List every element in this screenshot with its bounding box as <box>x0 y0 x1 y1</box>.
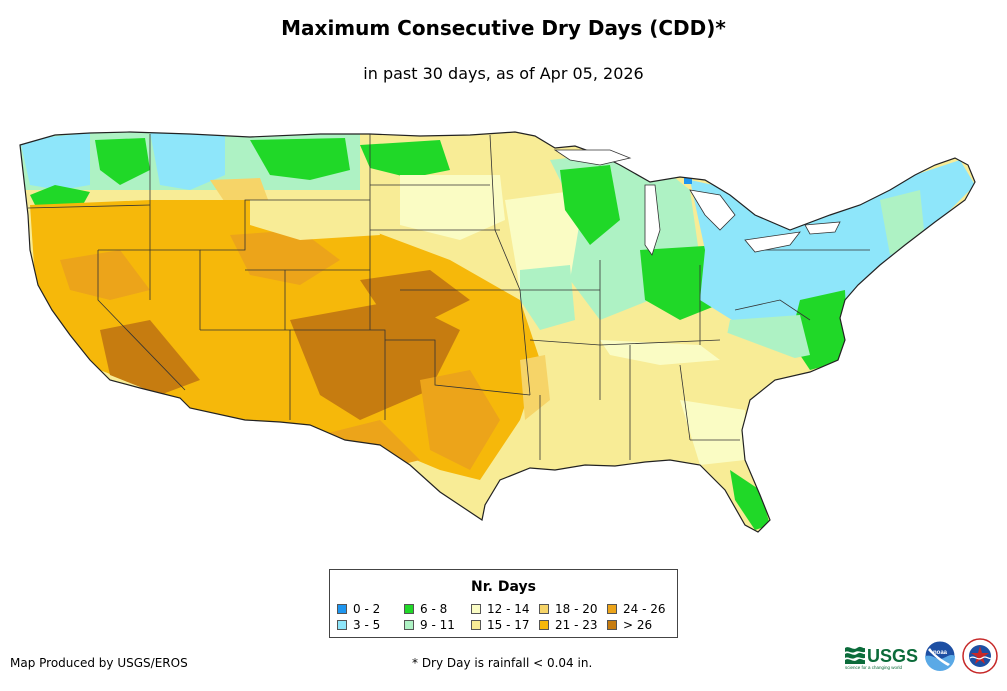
legend-label: 12 - 14 <box>487 602 530 616</box>
legend-swatch <box>607 604 617 614</box>
map-subtitle: in past 30 days, as of Apr 05, 2026 <box>363 64 644 83</box>
legend-item-0-2: 0 - 2 <box>337 602 407 617</box>
legend-swatch <box>539 604 549 614</box>
legend-label: 24 - 26 <box>623 602 666 616</box>
nws-logo <box>962 638 998 674</box>
noaa-logo: noaa <box>924 640 956 672</box>
legend-label: 6 - 8 <box>420 602 448 616</box>
legend-swatch <box>404 604 414 614</box>
state-boundaries <box>27 134 870 460</box>
legend-swatch <box>471 620 481 630</box>
legend-swatch <box>539 620 549 630</box>
svg-text:USGS: USGS <box>867 646 918 666</box>
cdd-map <box>19 131 976 533</box>
legend-item-24-26: 24 - 26 <box>607 602 677 617</box>
legend-swatch <box>337 604 347 614</box>
legend-item-6-8: 6 - 8 <box>404 602 474 617</box>
svg-text:science for a changing world: science for a changing world <box>845 665 903 670</box>
legend-item-15-17: 15 - 17 <box>471 618 541 633</box>
legend-item-9-11: 9 - 11 <box>404 618 474 633</box>
legend-label: 18 - 20 <box>555 602 598 616</box>
legend-swatch <box>607 620 617 630</box>
legend-item-over-26: > 26 <box>607 618 677 633</box>
great-lakes <box>553 149 841 256</box>
svg-text:noaa: noaa <box>933 650 948 656</box>
legend-item-3-5: 3 - 5 <box>337 618 407 633</box>
legend: Nr. Days 0 - 2 3 - 5 6 - 8 9 - 11 12 - 1… <box>329 569 678 638</box>
map-title: Maximum Consecutive Dry Days (CDD)* <box>281 16 726 40</box>
legend-label: 3 - 5 <box>353 618 381 632</box>
legend-label: 9 - 11 <box>420 618 455 632</box>
usgs-logo: USGS science for a changing world <box>845 646 918 670</box>
legend-label: 15 - 17 <box>487 618 530 632</box>
legend-label: 21 - 23 <box>555 618 598 632</box>
legend-label: 0 - 2 <box>353 602 381 616</box>
legend-item-12-14: 12 - 14 <box>471 602 541 617</box>
legend-title: Nr. Days <box>471 579 536 595</box>
legend-swatch <box>471 604 481 614</box>
legend-swatch <box>337 620 347 630</box>
legend-label: > 26 <box>623 618 653 632</box>
legend-item-21-23: 21 - 23 <box>539 618 609 633</box>
country-outline <box>19 131 976 533</box>
legend-swatch <box>404 620 414 630</box>
cdd-fill-layer <box>20 132 975 532</box>
legend-item-18-20: 18 - 20 <box>539 602 609 617</box>
producer-credit: Map Produced by USGS/EROS <box>10 656 188 670</box>
dry-day-footnote: * Dry Day is rainfall < 0.04 in. <box>412 656 593 670</box>
